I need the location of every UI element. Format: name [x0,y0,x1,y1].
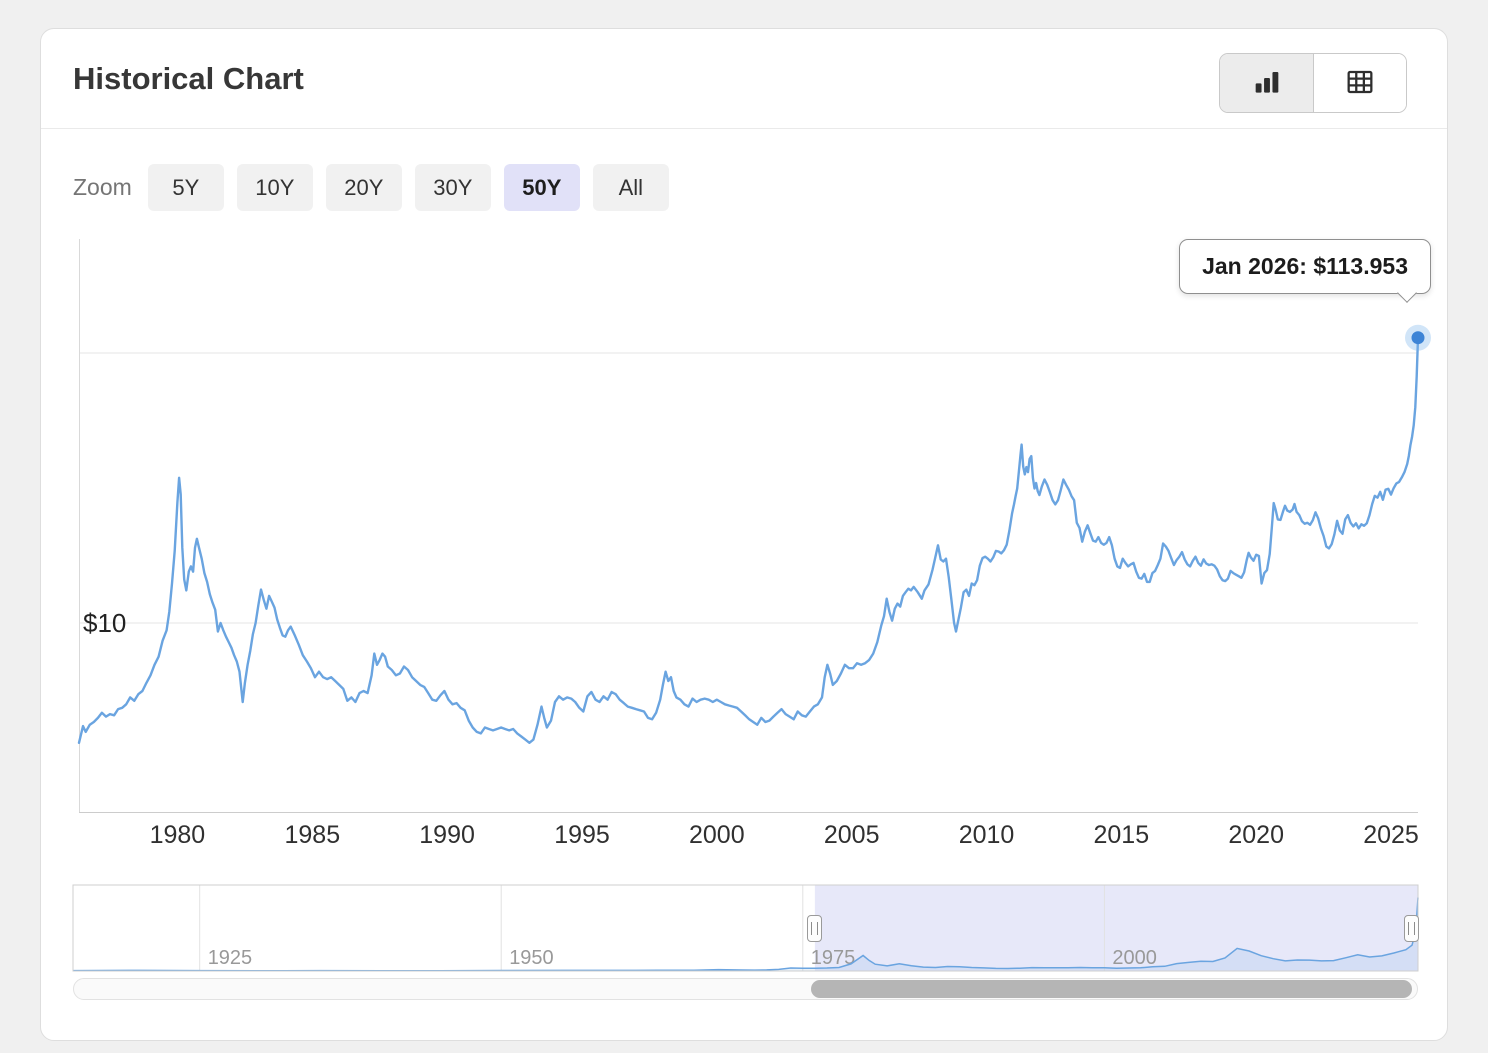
tooltip-text: Jan 2026: $113.953 [1202,253,1408,279]
zoom-button-30y[interactable]: 30Y [414,164,491,211]
navigator-tick-label: 1975 [811,947,856,969]
handle-grip-icon [1408,922,1415,935]
zoom-button-50y[interactable]: 50Y [503,164,580,211]
navigator-left-handle[interactable] [807,915,822,942]
price-chart-svg[interactable]: $10 1980 1985 1990 1995 2000 2005 2010 2015 2020 2… [41,231,1449,871]
zoom-controls: Zoom 5Y 10Y 20Y 30Y 50Y All [73,164,669,211]
navigator-area [73,897,1418,971]
historical-chart-card: Historical Chart [40,28,1448,1041]
zoom-button-all[interactable]: All [592,164,669,211]
x-axis-label: 2000 [689,821,745,849]
handle-grip-icon [811,922,818,935]
last-point-marker[interactable] [1411,331,1425,345]
navigator-svg[interactable]: 1925 1950 1975 2000 [41,879,1449,979]
y-axis-label: $10 [83,608,126,638]
x-axis-label: 2020 [1228,821,1284,849]
navigator-line [72,897,1419,972]
x-axis-label: 1995 [554,821,610,849]
x-axis-label: 2015 [1093,821,1149,849]
view-toggle-group [1219,53,1407,113]
zoom-button-20y[interactable]: 20Y [325,164,402,211]
bar-chart-icon [1251,66,1283,101]
scrollbar-thumb[interactable] [811,980,1412,998]
x-axis-label: 2005 [824,821,880,849]
table-view-button[interactable] [1313,54,1406,112]
zoom-button-5y[interactable]: 5Y [147,164,224,211]
navigator-right-handle[interactable] [1404,915,1419,942]
chart-view-button[interactable] [1220,54,1313,112]
navigator-tick-label: 1950 [509,947,554,969]
scrollbar-track[interactable] [73,978,1418,1000]
x-axis-label: 1990 [419,821,475,849]
x-axis-label: 2025 [1363,821,1419,849]
x-axis-label: 2010 [959,821,1015,849]
x-axis-label: 1980 [150,821,206,849]
table-icon [1344,66,1376,101]
x-axis-label: 1985 [284,821,340,849]
price-line[interactable] [77,336,1420,744]
chart-tooltip: Jan 2026: $113.953 [1179,239,1431,303]
zoom-label: Zoom [73,174,132,200]
navigator-selection[interactable] [814,885,1418,971]
navigator-tick-label: 1925 [208,947,253,969]
navigator-tick-label: 2000 [1112,947,1157,969]
zoom-button-10y[interactable]: 10Y [236,164,313,211]
card-header: Historical Chart [41,29,1447,129]
page-title: Historical Chart [73,61,304,96]
